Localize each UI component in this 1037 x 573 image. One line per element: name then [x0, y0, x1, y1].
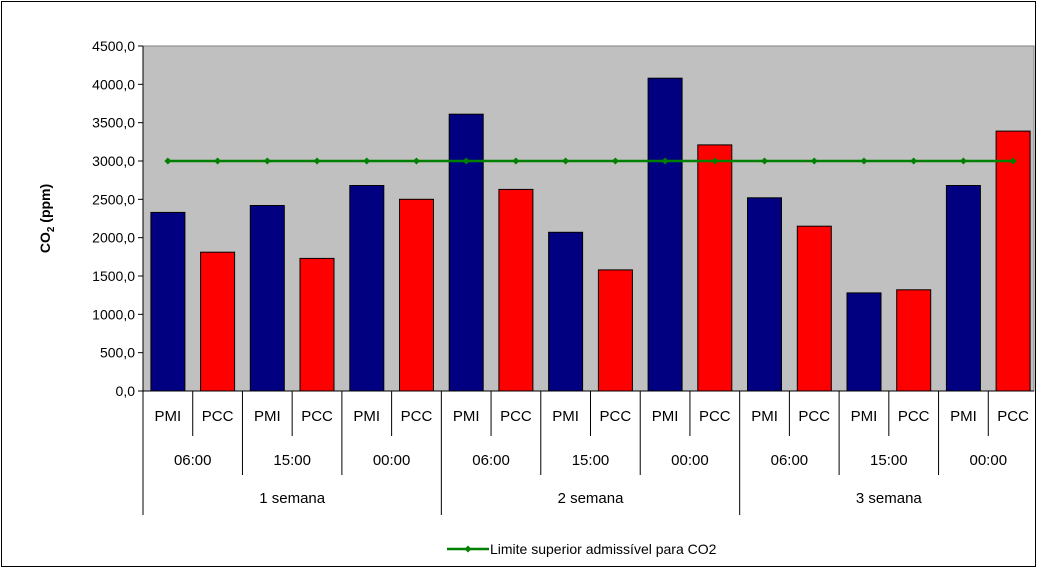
x-week-label: 2 semana	[558, 490, 625, 507]
limit-point	[860, 157, 868, 165]
x-time-label: 00:00	[671, 452, 709, 469]
limit-series	[164, 157, 1017, 165]
bars	[150, 77, 1031, 392]
bar-pcc	[399, 198, 434, 392]
bar-pmi	[747, 197, 782, 392]
x-time-label: 15:00	[572, 452, 610, 469]
x-group-label: PCC	[500, 408, 532, 425]
x-group-label: PCC	[798, 408, 830, 425]
y-axis-title-subscript: 2	[46, 226, 57, 232]
y-axis-title-main: CO	[37, 232, 53, 253]
bar-pcc	[597, 269, 633, 392]
y-tick-label: 1500,0	[92, 268, 135, 284]
bar-pmi	[647, 77, 683, 392]
bar-pmi	[945, 185, 981, 392]
x-time-label: 06:00	[771, 452, 809, 469]
legend-label: Limite superior admissível para CO2	[490, 541, 717, 557]
bar-pmi	[249, 205, 285, 392]
limit-point	[761, 157, 769, 165]
x-group-label: PCC	[202, 408, 234, 425]
x-group-label: PMI	[851, 408, 878, 425]
bar-pmi	[548, 231, 584, 392]
x-group-label: PMI	[254, 408, 281, 425]
x-group-label: PMI	[950, 408, 977, 425]
bar-pmi	[846, 292, 882, 392]
y-tick-label: 4500,0	[92, 38, 135, 54]
limit-point	[214, 157, 222, 165]
limit-point	[313, 157, 321, 165]
x-group-label: PCC	[600, 408, 632, 425]
limit-point	[661, 157, 669, 165]
limit-point	[363, 157, 371, 165]
y-tick-label: 500,0	[100, 345, 135, 361]
limit-point	[562, 157, 570, 165]
limit-point	[611, 157, 619, 165]
legend: Limite superior admissível para CO2	[447, 541, 717, 557]
x-group-label: PCC	[301, 408, 333, 425]
limit-point	[462, 157, 470, 165]
bar-pcc	[896, 289, 932, 392]
y-axis-ticks: 0,0 500,0 1000,0 1500,0 2000,0 2500,0 3000,0 35…	[92, 38, 144, 399]
x-group-label: PMI	[155, 408, 182, 425]
x-group-label: PMI	[652, 408, 679, 425]
y-tick-label: 3500,0	[92, 115, 135, 131]
y-tick-label: 4000,0	[92, 76, 135, 92]
x-time-label: 06:00	[174, 452, 212, 469]
limit-point	[910, 157, 918, 165]
x-time-label: 15:00	[870, 452, 908, 469]
x-time-label: 15:00	[273, 452, 311, 469]
y-tick-label: 2500,0	[92, 191, 135, 207]
y-tick-label: 2000,0	[92, 230, 135, 246]
x-group-label: PMI	[751, 408, 778, 425]
y-tick-label: 1000,0	[92, 306, 135, 322]
y-axis-title: CO2 (ppm)	[37, 184, 57, 253]
bar-pcc	[299, 257, 335, 392]
x-week-label: 1 semana	[259, 490, 326, 507]
x-group-label: PCC	[997, 408, 1029, 425]
limit-point	[959, 157, 967, 165]
bar-pcc	[498, 188, 534, 392]
x-group-label: PCC	[699, 408, 731, 425]
plot-area	[142, 45, 1035, 392]
bar-pmi	[150, 211, 186, 392]
limit-point	[512, 157, 520, 165]
x-week-label: 3 semana	[856, 490, 923, 507]
x-group-label: PMI	[552, 408, 579, 425]
y-tick-label: 3000,0	[92, 153, 135, 169]
x-group-label: PCC	[401, 408, 433, 425]
bar-pcc	[796, 225, 832, 392]
limit-point	[412, 157, 420, 165]
limit-point	[810, 157, 818, 165]
x-time-label: 00:00	[373, 452, 411, 469]
limit-point	[711, 157, 719, 165]
x-group-label: PCC	[898, 408, 930, 425]
y-tick-label: 0,0	[116, 383, 136, 399]
x-group-label: PMI	[353, 408, 380, 425]
bar-pcc	[697, 144, 733, 392]
limit-point	[164, 157, 172, 165]
x-time-label: 06:00	[472, 452, 510, 469]
legend-diamond-marker	[464, 545, 472, 553]
x-group-label: PMI	[453, 408, 480, 425]
x-axis: PMI PCC PMI PCC PMI PCC PMI PCC PMI PCC PMI PCC PMI P…	[142, 390, 1034, 515]
bar-pcc	[995, 130, 1031, 392]
y-axis-title-unit: (ppm)	[37, 184, 53, 227]
limit-point	[263, 157, 271, 165]
x-time-label: 00:00	[970, 452, 1008, 469]
bar-pmi	[349, 185, 385, 392]
limit-point	[1009, 157, 1017, 165]
bar-pmi	[448, 113, 484, 392]
bar-pcc	[200, 251, 236, 392]
